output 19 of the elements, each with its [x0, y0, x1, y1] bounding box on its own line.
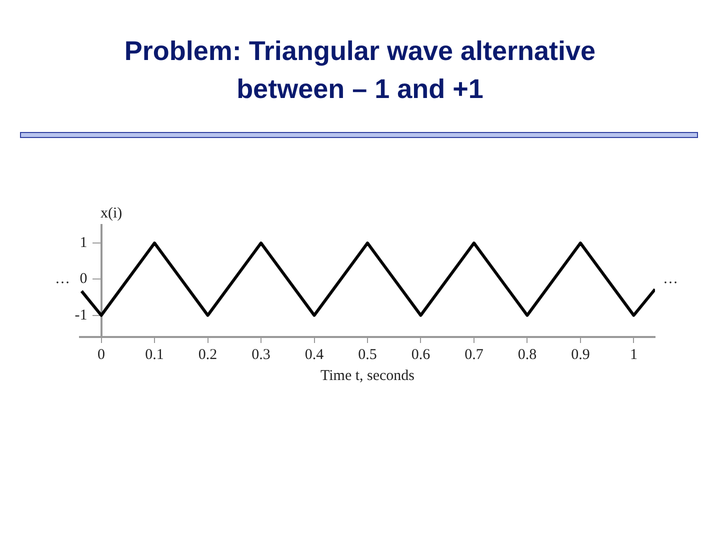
- chart-title: Problem: Triangular wave alternative between – 1 and +1: [123, 35, 597, 106]
- x-tick-label: 0.3: [252, 346, 270, 363]
- x-tick-label: 0.6: [411, 346, 431, 363]
- x-tick-label: 0.2: [198, 346, 218, 363]
- text: …: [55, 271, 70, 288]
- x-tick-label: 0.1: [145, 346, 164, 363]
- x-tick-label: 0.8: [518, 346, 537, 363]
- x-tick-label: 0.7: [464, 346, 484, 363]
- x-tick-label: 0.5: [358, 346, 377, 363]
- x-tick-label: 0.9: [571, 346, 590, 363]
- y-tick-label: -1: [74, 307, 88, 324]
- y-axis-title: x(i): [100, 205, 122, 222]
- y-tick-label: 1: [80, 235, 88, 251]
- text: …: [663, 271, 678, 288]
- y-tick-label: 0: [80, 271, 88, 288]
- x-tick-label: 1: [630, 346, 638, 363]
- x-tick-label: 0.4: [304, 346, 324, 363]
- x-axis-title: Time t, seconds: [320, 368, 415, 384]
- x-tick-label: 0: [98, 346, 106, 363]
